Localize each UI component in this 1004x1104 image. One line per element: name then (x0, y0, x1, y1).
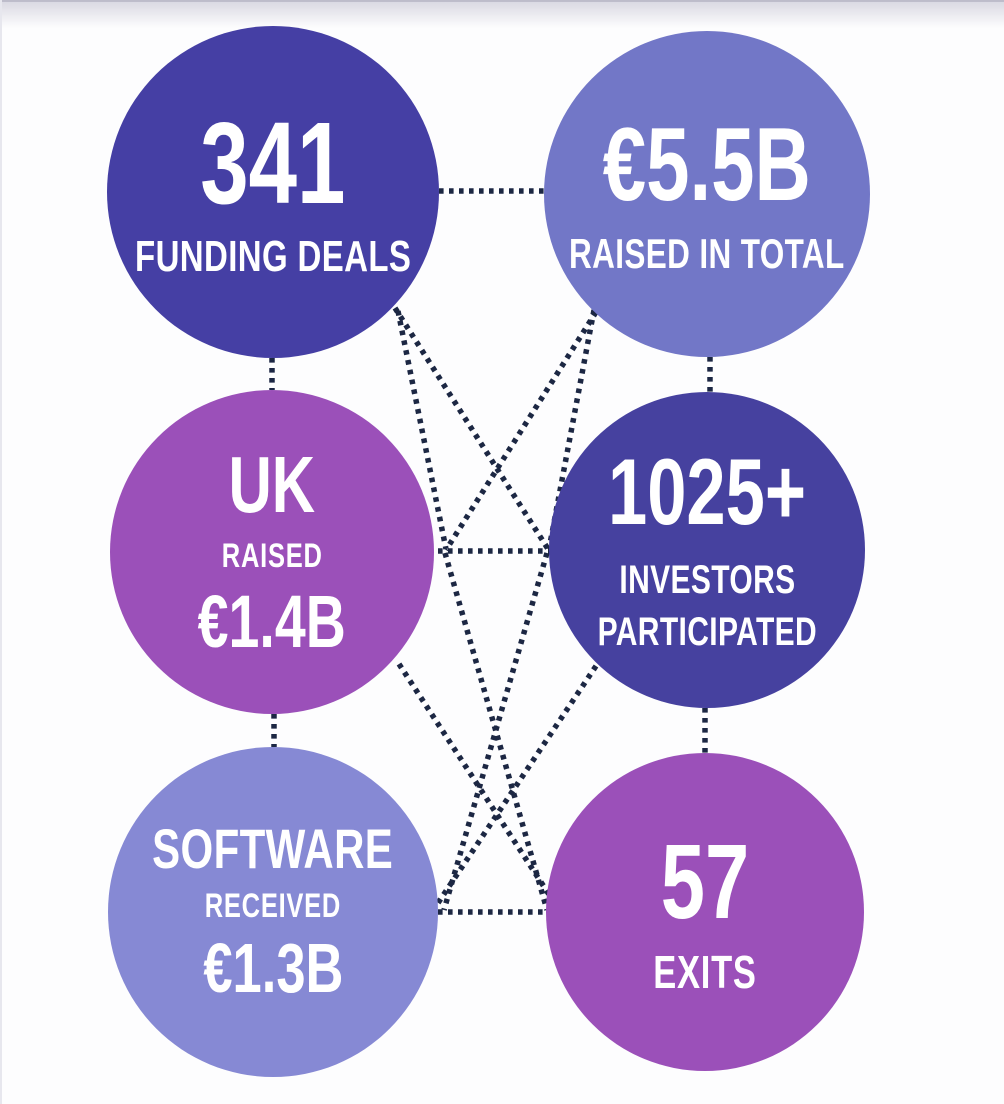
stat-value: €1.3B (202, 929, 344, 1007)
stat-value: €1.4B (197, 580, 347, 663)
dotted-connector (392, 306, 551, 551)
stat-subject: UK (228, 440, 316, 529)
stat-value: 1025+ (607, 439, 806, 544)
stat-verb: RAISED (221, 537, 323, 575)
stat-label: FUNDING DEALS (134, 232, 412, 281)
stat-label: PARTICIPATED (597, 610, 817, 654)
stat-circle-software-received: SOFTWARE RECEIVED €1.3B (108, 747, 438, 1077)
dotted-connector (442, 552, 550, 911)
stat-label: EXITS (653, 946, 757, 998)
stat-circle-raised-in-total: €5.5B RAISED IN TOTAL (544, 31, 870, 357)
stat-circle-exits: 57 EXITS (546, 753, 864, 1071)
stat-verb: RECEIVED (204, 887, 342, 925)
stat-label: RAISED IN TOTAL (569, 230, 845, 277)
stat-circle-uk-raised: UK RAISED €1.4B (110, 390, 434, 714)
dotted-connector (435, 664, 599, 905)
stat-value: 341 (200, 98, 346, 228)
dotted-connector (441, 552, 550, 911)
stat-circle-investors-participated: 1025+ INVESTORS PARTICIPATED (549, 392, 865, 708)
stat-label: INVESTORS (618, 558, 796, 602)
dotted-connector (443, 310, 599, 552)
dotted-connector (396, 662, 553, 898)
dotted-connector (395, 310, 449, 550)
stat-subject: SOFTWARE (152, 817, 394, 880)
stat-value: 57 (660, 823, 750, 941)
stat-value: €5.5B (602, 107, 812, 223)
stat-circle-funding-deals: 341 FUNDING DEALS (107, 26, 439, 358)
